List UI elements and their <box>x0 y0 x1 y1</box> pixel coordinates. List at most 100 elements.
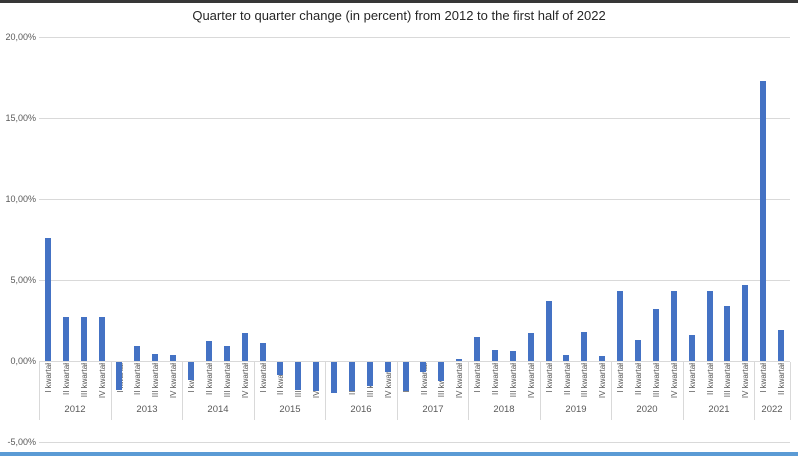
bar-2016-q4 <box>385 362 391 372</box>
bar-2014-q1 <box>188 362 194 380</box>
bar-2015-q3 <box>295 362 301 390</box>
window-top-edge <box>0 0 798 3</box>
quarter-label-text: II kwartał <box>61 363 71 396</box>
year-group-separator <box>683 362 684 420</box>
quarter-label-text: IV kwartał <box>240 363 250 399</box>
chart-title: Quarter to quarter change (in percent) f… <box>192 8 606 23</box>
quarter-label-text: III kwartał <box>150 363 160 398</box>
quarter-label: II kwartał <box>57 363 75 404</box>
quarter-label: III kwartał <box>218 363 236 404</box>
year-group-separator <box>754 362 755 420</box>
year-group-separator <box>397 362 398 420</box>
year-label: 2019 <box>565 404 587 415</box>
bar-2022-q1 <box>760 81 766 361</box>
quarter-label-text: IV kwartał <box>526 363 536 399</box>
quarter-label: II kwartał <box>629 363 647 404</box>
quarter-label: II kwartał <box>701 363 719 404</box>
bar-2015-q4 <box>313 362 319 391</box>
quarter-label-text: II kwartał <box>705 363 715 396</box>
bar-2016-q1 <box>331 362 337 393</box>
quarter-label-text: II kwartał <box>562 363 572 396</box>
quarter-label: III kwartał <box>75 363 93 404</box>
bar-2021-q3 <box>724 306 730 361</box>
quarter-label-text: IV kwartał <box>168 363 178 399</box>
year-label: 2018 <box>493 404 515 415</box>
bar-2012-q4 <box>99 317 105 361</box>
bar-2022-q2 <box>778 330 784 361</box>
bar-2015-q1 <box>260 343 266 361</box>
quarter-label: II kwartał <box>128 363 146 404</box>
bar-2012-q1 <box>45 238 51 361</box>
bar-2013-q2 <box>134 346 140 361</box>
bar-2016-q3 <box>367 362 373 386</box>
bar-2018-q1 <box>474 337 480 361</box>
bar-2014-q2 <box>206 341 212 361</box>
year-group-separator <box>182 362 183 420</box>
bar-2012-q2 <box>63 317 69 361</box>
y-axis-tick-label: 20,00% <box>5 32 36 42</box>
bar-2018-q3 <box>510 351 516 361</box>
quarter-label-text: II kwartał <box>132 363 142 396</box>
quarter-label: I kwartał <box>611 363 629 404</box>
gridline <box>39 118 790 119</box>
bar-2014-q4 <box>242 333 248 361</box>
quarter-label-text: I kwartał <box>258 363 268 393</box>
bar-2016-q2 <box>349 362 355 391</box>
gridline <box>39 361 790 362</box>
quarter-label-text: II kwartał <box>204 363 214 396</box>
quarter-label: II kwartał <box>558 363 576 404</box>
bar-2013-q1 <box>116 362 122 390</box>
bar-2013-q3 <box>152 354 158 361</box>
quarter-label: I kwartał <box>468 363 486 404</box>
quarter-label: I kwartał <box>754 363 772 404</box>
quarter-label: II kwartał <box>772 363 790 404</box>
quarter-label: I kwartał <box>540 363 558 404</box>
quarter-label-text: IV kwartał <box>597 363 607 399</box>
quarter-label-text: IV kwartał <box>454 363 464 399</box>
quarter-label-text: IV kwartał <box>669 363 679 399</box>
bar-2019-q4 <box>599 356 605 361</box>
bar-2018-q2 <box>492 350 498 361</box>
year-group-separator <box>254 362 255 420</box>
quarter-label-text: IV kwartał <box>97 363 107 399</box>
quarter-label-text: IV kwartał <box>740 363 750 399</box>
quarter-label-text: II kwartał <box>490 363 500 396</box>
year-group-separator <box>790 362 791 420</box>
year-group-separator <box>111 362 112 420</box>
quarter-label: IV kwartał <box>450 363 468 404</box>
gridline <box>39 37 790 38</box>
quarter-label: I kwartał <box>39 363 57 404</box>
quarter-label-text: I kwartał <box>43 363 53 393</box>
quarter-label: IV kwartał <box>593 363 611 404</box>
y-axis-tick-label: -5,00% <box>7 437 36 447</box>
quarter-label-text: III kwartał <box>508 363 518 398</box>
bar-2017-q2 <box>420 362 426 372</box>
quarter-label: IV kwartał <box>164 363 182 404</box>
y-axis-tick-label: 10,00% <box>5 194 36 204</box>
quarter-label: III kwartał <box>575 363 593 404</box>
quarter-label: I kwartał <box>683 363 701 404</box>
bar-2017-q3 <box>438 362 444 381</box>
quarter-label-text: III kwartał <box>79 363 89 398</box>
bar-2021-q2 <box>707 291 713 361</box>
quarter-label-text: I kwartał <box>615 363 625 393</box>
gridline <box>39 199 790 200</box>
year-label: 2021 <box>708 404 730 415</box>
y-axis-tick-label: 0,00% <box>10 356 36 366</box>
year-label: 2013 <box>136 404 158 415</box>
bar-2019-q1 <box>546 301 552 361</box>
quarter-label-text: I kwartał <box>687 363 697 393</box>
gridline <box>39 442 790 443</box>
quarter-label: I kwartał <box>254 363 272 404</box>
bar-2017-q1 <box>403 362 409 391</box>
quarter-label-text: I kwartał <box>472 363 482 393</box>
quarter-label: IV kwartał <box>736 363 754 404</box>
year-label: 2014 <box>207 404 229 415</box>
quarter-label-text: II kwartał <box>633 363 643 396</box>
gridline <box>39 280 790 281</box>
bar-2021-q4 <box>742 285 748 361</box>
bar-2015-q2 <box>277 362 283 375</box>
quarter-label: IV kwartał <box>236 363 254 404</box>
year-label: 2016 <box>350 404 372 415</box>
